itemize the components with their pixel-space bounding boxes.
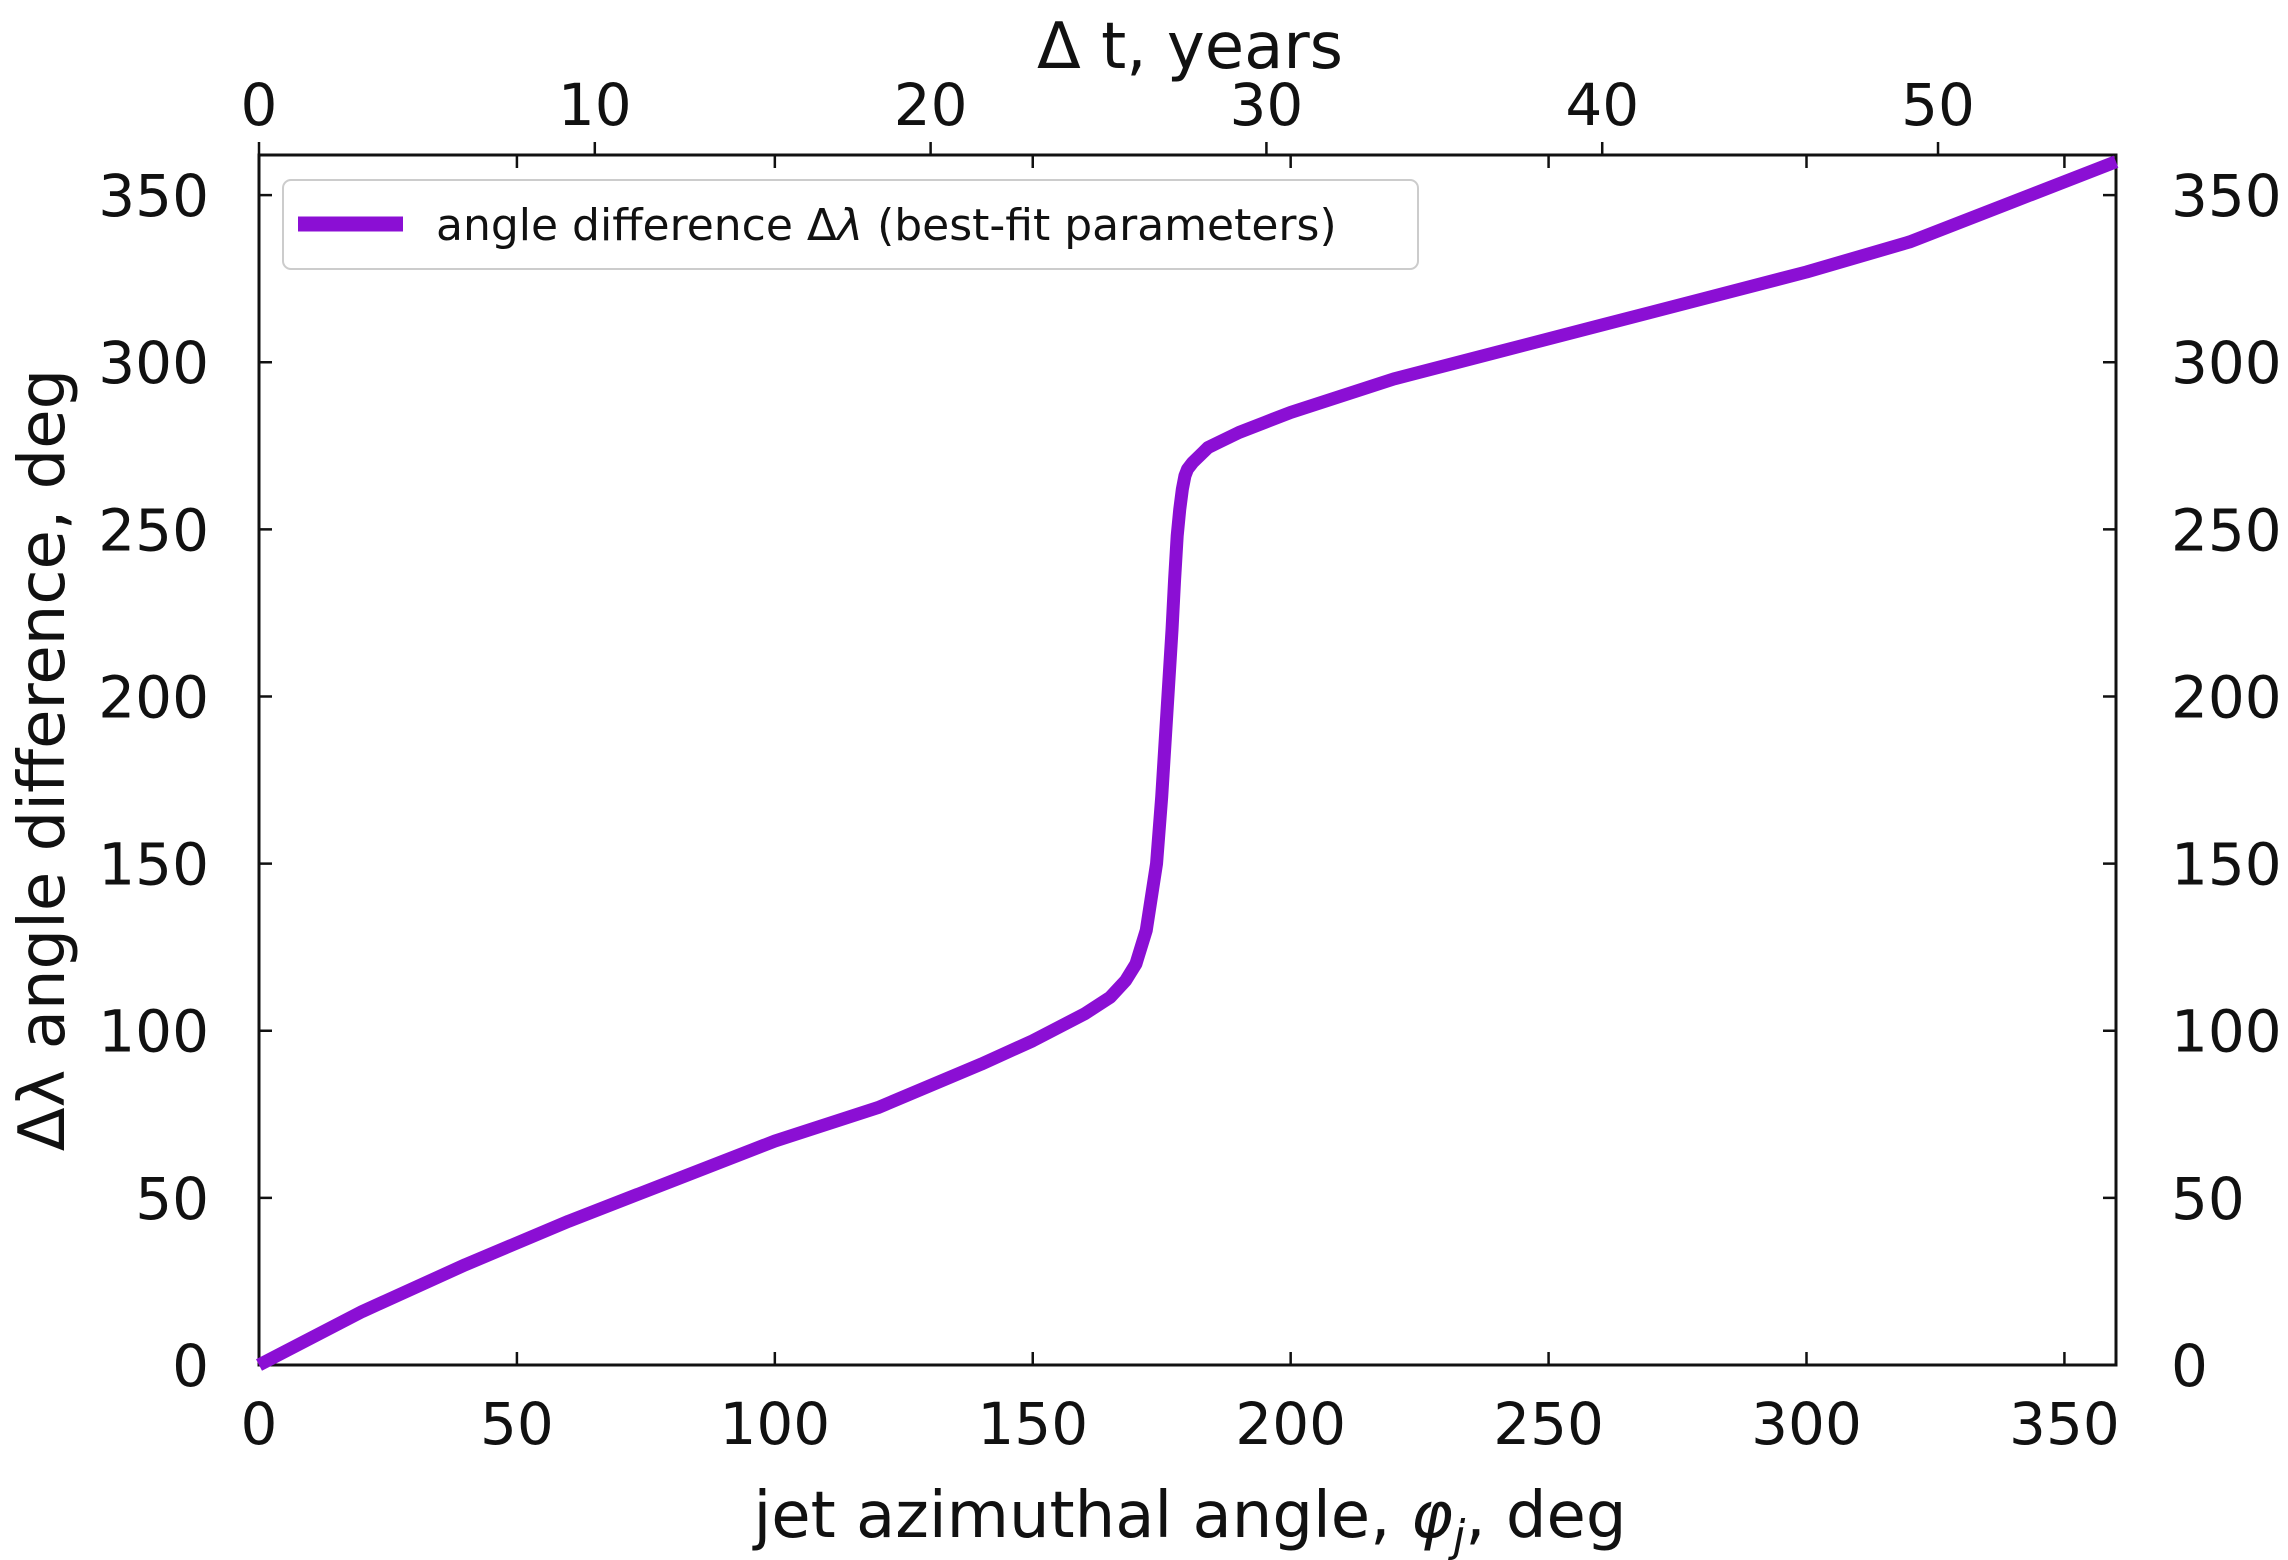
y-axis-left: 0 50 100 150 200 250 300 350 <box>98 162 272 1400</box>
top-x-tick-label: 50 <box>1901 71 1975 139</box>
y-tick-label-left: 250 <box>98 496 209 564</box>
y-tick-label-left: 300 <box>98 329 209 397</box>
top-x-tick-label: 0 <box>241 71 278 139</box>
y-axis-title: Δλ angle difference, deg <box>6 369 80 1152</box>
x-tick-label: 300 <box>1751 1390 1862 1458</box>
legend: angle difference Δλ (best-fit parameters… <box>282 179 1419 270</box>
x-tick-label: 100 <box>719 1390 830 1458</box>
y-tick-label-left: 350 <box>98 162 209 230</box>
y-tick-label-right: 50 <box>2171 1165 2245 1233</box>
x-axis-title: jet azimuthal angle, φj, deg <box>751 1479 1626 1560</box>
legend-label-symbol: λ <box>835 200 863 251</box>
y-tick-label-right: 250 <box>2171 496 2282 564</box>
x-tick-label: 0 <box>241 1390 278 1458</box>
top-x-tick-label: 20 <box>894 71 968 139</box>
x-tick-label: 350 <box>2009 1390 2120 1458</box>
x-axis-title-suffix: , deg <box>1465 1479 1626 1553</box>
x-tick-label: 250 <box>1493 1390 1604 1458</box>
legend-label-text: angle difference Δ <box>436 200 837 251</box>
x-axis-bottom: 0 50 100 150 200 250 300 350 <box>241 155 2120 1458</box>
x-axis-title-prefix: jet azimuthal angle, <box>751 1479 1410 1553</box>
legend-label: angle difference Δλ (best-fit parameters… <box>436 200 1337 251</box>
y-tick-label-left: 50 <box>135 1165 209 1233</box>
y-tick-label-left: 200 <box>98 663 209 731</box>
plot-frame <box>257 153 2118 1367</box>
y-tick-label-right: 200 <box>2171 663 2282 731</box>
series-line-0 <box>256 155 2119 1371</box>
legend-box <box>282 179 1419 270</box>
top-x-tick-label: 30 <box>1230 71 1304 139</box>
x-axis-title-symbol: φ <box>1411 1479 1453 1553</box>
x-axis-title-subscript: j <box>1448 1511 1466 1560</box>
x-tick-label: 50 <box>480 1390 554 1458</box>
y-tick-label-right: 100 <box>2171 998 2282 1066</box>
y-tick-label-left: 150 <box>98 831 209 899</box>
top-x-axis-title: Δ t, years <box>1037 10 1343 84</box>
legend-label-suffix: (best-fit parameters) <box>863 200 1337 251</box>
y-tick-label-right: 300 <box>2171 329 2282 397</box>
x-tick-label: 200 <box>1235 1390 1346 1458</box>
y-tick-label-left: 0 <box>172 1332 209 1400</box>
y-tick-label-right: 0 <box>2171 1332 2208 1400</box>
y-tick-label-left: 100 <box>98 998 209 1066</box>
y-tick-label-right: 150 <box>2171 831 2282 899</box>
y-tick-label-right: 350 <box>2171 162 2282 230</box>
x-tick-label: 150 <box>977 1390 1088 1458</box>
top-x-tick-label: 10 <box>558 71 632 139</box>
series-layer <box>256 155 2119 1371</box>
x-axis-top: 0 10 20 30 40 50 <box>241 71 1975 155</box>
y-axis-right: 0 50 100 150 200 250 300 350 <box>2103 162 2282 1400</box>
top-x-tick-label: 40 <box>1565 71 1639 139</box>
